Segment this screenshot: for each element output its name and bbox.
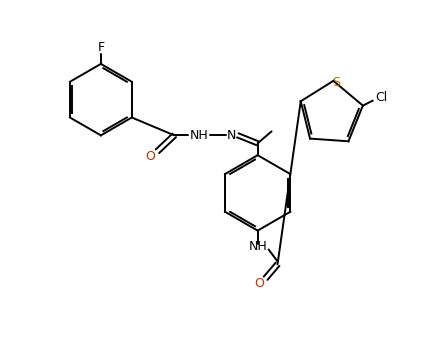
Text: S: S [333, 76, 340, 89]
Text: O: O [146, 150, 155, 163]
Text: NH: NH [248, 240, 267, 253]
Text: NH: NH [190, 129, 208, 142]
Text: F: F [97, 40, 104, 53]
Text: O: O [255, 277, 265, 290]
Text: Cl: Cl [376, 91, 388, 104]
Text: N: N [227, 129, 237, 142]
